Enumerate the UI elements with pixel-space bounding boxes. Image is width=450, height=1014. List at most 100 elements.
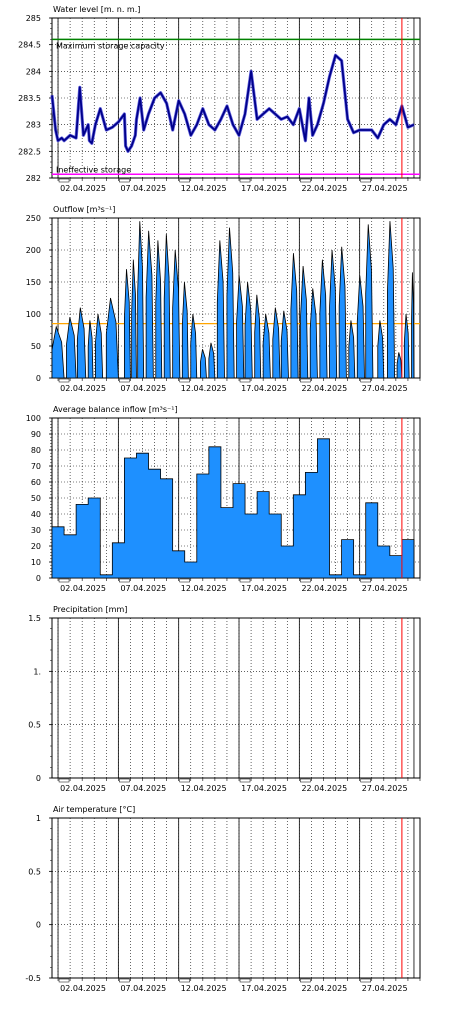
x-tick-label: 27.04.2025 [362,184,408,193]
x-tick-box [119,978,130,983]
outflow-pulse [51,325,65,379]
y-tick-label: 10 [31,558,41,567]
x-tick-box [239,178,251,183]
panel-avg_balance_inflow: Average balance inflow [m³s⁻¹] 0 10 20 30 40 5… [26,405,421,593]
x-tick-box [119,178,130,183]
x-tick-label: 07.04.2025 [120,584,166,593]
y-tick-label: 285 [26,14,41,23]
max-storage-label: Maximum storage capacity [56,41,165,50]
y-tick-label: 40 [31,510,41,519]
y-tick-label: 282.5 [18,147,41,156]
panel-water_level: Water level [m. n. m.] 282 282.5 283 283.5 28… [18,5,421,193]
panel-outflow: Outflow [m³s⁻¹] 0 50 100 150 200 250 02.04.2025… [26,205,421,393]
inflow-bars [51,438,415,579]
outflow-pulse [66,317,77,379]
y-tick-label: 200 [26,246,41,255]
plot-frame [51,617,421,779]
x-tick-box [119,578,130,583]
outflow-pulse [87,320,94,379]
x-tick-label: 12.04.2025 [181,984,227,993]
y-tick-label: 282 [26,174,41,183]
panel-title: Outflow [m³s⁻¹] [53,205,115,214]
x-tick-box [119,778,130,783]
y-tick-label: 100 [26,414,41,423]
x-tick-label: 22.04.2025 [301,984,347,993]
outflow-pulse [181,281,189,379]
y-tick-label: 0 [36,774,41,783]
outflow-pulse [155,240,163,379]
x-tick-label: 27.04.2025 [362,984,408,993]
y-tick-label: 60 [31,478,41,487]
outflow-pulse [208,342,216,379]
outflow-pulse [309,288,318,379]
x-tick-label: 12.04.2025 [181,784,227,793]
outflow-pulse [76,307,87,379]
y-tick-label: 70 [31,462,41,471]
outflow-pulse [145,230,154,379]
outflow-pulse [200,349,207,379]
x-tick-box [239,978,251,983]
x-tick-label: 02.04.2025 [60,184,106,193]
y-tick-label: 90 [31,430,41,439]
outflow-pulse [163,233,171,379]
outflow-pulse [348,320,356,379]
y-tick-label: 0 [36,574,41,583]
outflow-pulse [319,259,328,379]
outflow-pulse [216,240,225,379]
outflow-pulse [356,275,365,379]
outflow-pulse [95,313,104,379]
x-tick-label: 27.04.2025 [362,584,408,593]
y-tick-label: -0.5 [25,974,41,983]
x-tick-label: 12.04.2025 [181,184,227,193]
x-tick-box [58,778,70,783]
ineffective-storage-label: Ineffective storage [56,165,131,174]
x-tick-label: 02.04.2025 [60,784,106,793]
x-tick-box [179,178,190,183]
y-tick-label: 80 [31,446,41,455]
panel-title: Precipitation [mm] [53,605,127,614]
y-tick-label: 50 [31,494,41,503]
y-tick-label: 1.5 [28,614,41,623]
x-tick-box [119,378,130,383]
panel-precipitation: Precipitation [mm] 0 0.5 1. 1.5 02.04.2025 07.… [28,605,421,793]
x-tick-label: 17.04.2025 [241,984,287,993]
outflow-pulse [403,313,410,379]
outflow-pulse [190,313,198,379]
x-tick-box [300,778,311,783]
x-tick-box [300,378,311,383]
x-tick-box [360,378,371,383]
outflow-pulse [338,246,347,379]
x-tick-box [300,178,311,183]
x-tick-label: 27.04.2025 [362,384,408,393]
outflow-pulse [226,227,235,379]
panel-air_temperature: Air temperature [°C] -0.5 0 0.5 1 02.04.2025 0… [25,805,421,993]
x-tick-box [239,578,251,583]
y-tick-label: 283 [26,121,41,130]
x-tick-box [179,778,190,783]
y-tick-label: 1. [33,667,41,676]
x-tick-box [58,978,70,983]
x-tick-label: 22.04.2025 [301,384,347,393]
x-tick-label: 07.04.2025 [120,984,166,993]
outflow-pulse [272,307,281,379]
y-tick-label: 0.5 [28,867,41,876]
x-tick-box [239,378,251,383]
x-tick-box [58,378,70,383]
outflow-pulse [396,352,403,379]
outflow-pulse [254,294,262,379]
x-tick-box [300,978,311,983]
outflow-pulse [377,320,385,379]
x-tick-box [300,578,311,583]
y-tick-label: 0.5 [28,721,41,730]
y-tick-label: 50 [31,342,41,351]
x-tick-box [360,978,371,983]
x-tick-label: 27.04.2025 [362,784,408,793]
x-tick-label: 02.04.2025 [60,384,106,393]
y-tick-label: 284.5 [18,41,41,50]
x-tick-box [179,978,190,983]
outflow-pulse [262,313,271,379]
x-tick-label: 17.04.2025 [241,184,287,193]
x-tick-label: 17.04.2025 [241,584,287,593]
